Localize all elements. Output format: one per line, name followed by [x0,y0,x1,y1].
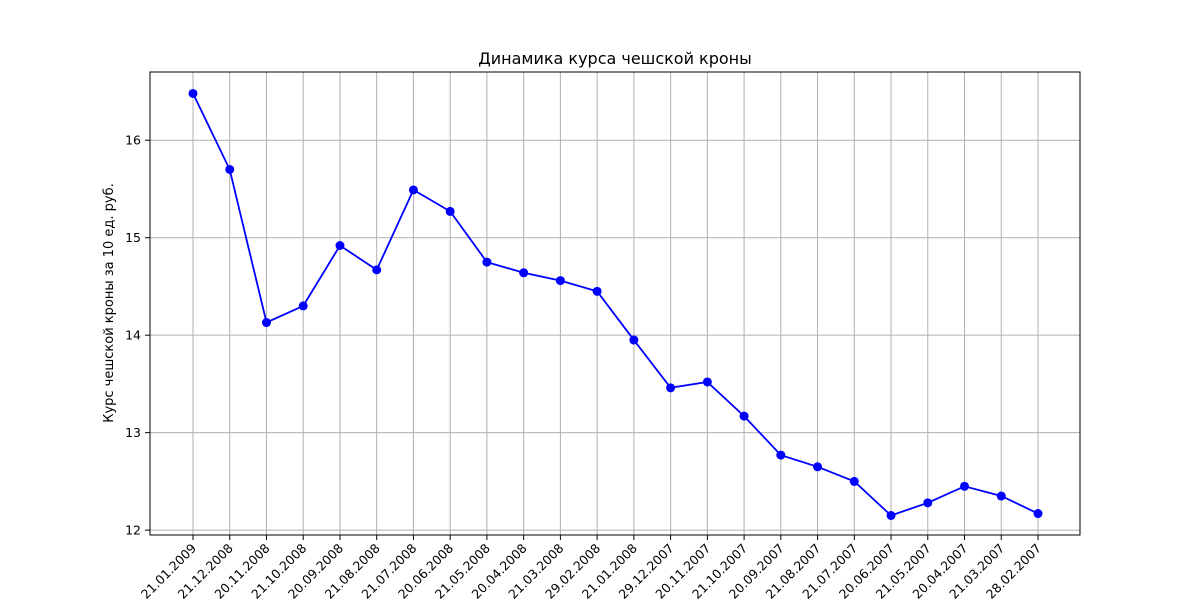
axis-ticks [145,139,1039,540]
grid-lines [150,72,1080,535]
data-point [1033,509,1043,519]
data-point [960,481,970,491]
series-line [192,93,1039,517]
data-point [739,411,749,421]
data-point [225,164,235,174]
y-tick-labels: 12 13 14 15 16 [125,133,141,538]
plot-frame [149,71,1081,536]
data-point [335,241,345,251]
data-point [555,276,565,286]
series-points [188,88,1043,521]
data-point [813,462,823,472]
data-point [886,511,896,521]
data-point [188,88,198,98]
x-tick-labels: 21.01.200921.12.200820.11.200821.10.2008… [138,540,1044,600]
data-point [408,185,418,195]
data-point [372,265,382,275]
chart-title: Динамика курса чешской кроны [478,49,752,68]
data-point [849,476,859,486]
y-tick-label: 13 [125,425,141,440]
data-point [702,377,712,387]
data-point [592,286,602,296]
data-point [629,335,639,345]
data-point [996,491,1006,501]
data-point [445,206,455,216]
data-point [666,383,676,393]
y-tick-label: 16 [125,133,141,148]
data-point [482,257,492,267]
y-tick-label: 15 [125,230,141,245]
data-point [519,268,529,278]
data-point [923,498,933,508]
data-point [776,450,786,460]
data-point [298,301,308,311]
y-axis-label: Курс чешской кроны за 10 ед. руб. [102,183,117,423]
y-tick-label: 12 [125,523,141,538]
y-tick-label: 14 [125,328,141,343]
data-point [261,318,271,328]
